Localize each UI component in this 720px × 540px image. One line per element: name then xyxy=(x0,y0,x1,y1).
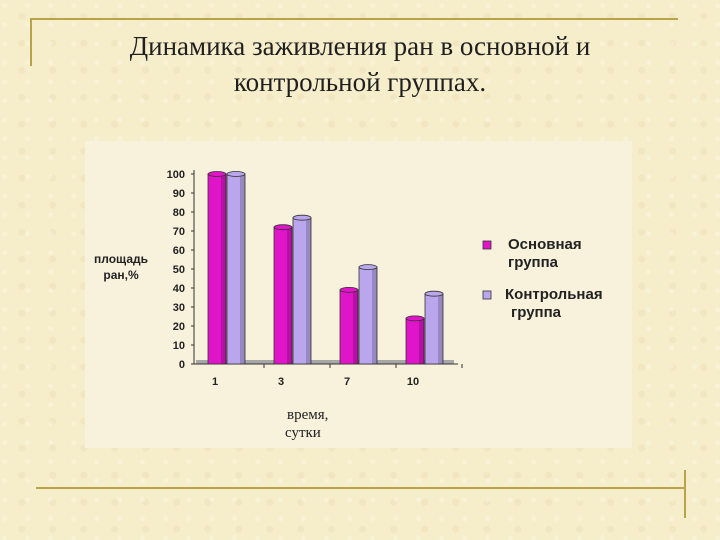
y-tick-label: 10 xyxy=(173,340,185,352)
y-tick-label: 80 xyxy=(173,207,185,219)
y-tick-label: 40 xyxy=(173,283,185,295)
bar-top xyxy=(273,224,293,231)
slide-title-line2: контрольной группах. xyxy=(233,67,487,97)
bar-main-10 xyxy=(405,315,425,365)
bar-main-7 xyxy=(339,286,359,365)
y-tick-label: 20 xyxy=(173,321,185,333)
bar-shade xyxy=(221,174,226,364)
bar-main-3 xyxy=(273,224,293,365)
y-tick-label: 30 xyxy=(173,302,185,314)
bar-control-1 xyxy=(226,171,246,365)
x-tick-label: 10 xyxy=(407,376,419,388)
bar-shade xyxy=(240,174,245,364)
x-axis-label-line: время, xyxy=(287,407,328,423)
x-axis-label: время, сутки xyxy=(285,407,328,441)
bar-top xyxy=(292,214,312,221)
bar-shade xyxy=(438,293,443,364)
y-tick-label: 60 xyxy=(173,245,185,257)
x-tick-label: 1 xyxy=(212,376,218,388)
chart-panel xyxy=(85,141,632,448)
legend-label-line: группа xyxy=(508,254,559,271)
bar-top xyxy=(358,264,378,271)
y-tick-labels: 0 10 20 30 40 50 60 70 80 90 100 xyxy=(167,169,185,371)
bar-top xyxy=(226,171,246,177)
chart-floor-band xyxy=(196,360,454,364)
slide-title-line1: Динамика заживления ран в основной и xyxy=(129,31,591,61)
y-tick-label: 50 xyxy=(173,264,185,276)
bar-shade xyxy=(306,217,311,364)
legend-label-line: Основная xyxy=(508,236,582,253)
bar-top xyxy=(424,290,444,297)
bar-shade xyxy=(353,289,358,364)
bar-shade xyxy=(419,318,424,364)
x-tick-labels: 1 3 7 10 xyxy=(212,376,419,388)
legend-label-line: Контрольная xyxy=(505,286,603,303)
y-tick-label: 90 xyxy=(173,188,185,200)
chart-floor xyxy=(196,360,454,364)
y-tick-label: 100 xyxy=(167,169,185,181)
frame-right-line xyxy=(684,470,686,518)
y-axis-label-line: площадь xyxy=(94,252,148,266)
legend-swatch xyxy=(482,240,492,250)
bar-shade xyxy=(287,227,292,364)
bar-shade xyxy=(372,267,377,364)
frame-bottom-line xyxy=(36,487,684,489)
y-tick-label: 70 xyxy=(173,226,185,238)
x-axis-label-line: сутки xyxy=(285,425,321,441)
bar-top xyxy=(207,171,227,177)
chart-bars xyxy=(207,171,444,365)
x-tick-label: 7 xyxy=(344,376,350,388)
x-tick-label: 3 xyxy=(278,376,284,388)
bar-main-1 xyxy=(207,171,227,365)
bar-top xyxy=(405,315,425,322)
legend-label-line: группа xyxy=(511,304,562,321)
bar-control-7 xyxy=(358,264,378,365)
frame-top-line xyxy=(30,18,678,20)
slide-title: Динамика заживления ран в основной и кон… xyxy=(40,28,680,100)
y-axis-label-line: ран,% xyxy=(103,268,139,282)
bar-control-3 xyxy=(292,214,312,365)
bar-control-10 xyxy=(424,290,444,365)
y-tick-label: 0 xyxy=(179,359,185,371)
frame-left-line xyxy=(30,18,32,66)
y-axis-label: площадь ран,% xyxy=(94,252,148,282)
legend-swatch xyxy=(482,290,492,300)
bar-top xyxy=(339,286,359,293)
